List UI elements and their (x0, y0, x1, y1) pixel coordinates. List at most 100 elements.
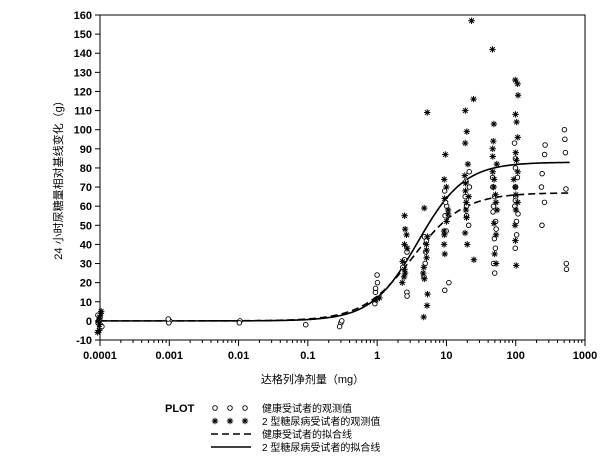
data-point-t2dm (403, 231, 410, 239)
data-point-healthy (512, 203, 518, 209)
data-point-t2dm (419, 269, 427, 277)
data-point-healthy (236, 320, 243, 326)
y-tick-label: 160 (74, 10, 92, 22)
x-tick-label: 0.001 (156, 350, 184, 362)
data-point-t2dm (490, 176, 498, 183)
data-point-t2dm (490, 183, 497, 191)
data-point-healthy (404, 293, 410, 299)
data-point-healthy (511, 140, 518, 146)
data-point-healthy (512, 165, 519, 171)
data-point-t2dm (96, 321, 103, 328)
data-point-t2dm (510, 176, 518, 183)
y-tick-label: 110 (74, 106, 92, 118)
data-point-t2dm (465, 193, 472, 200)
data-point-t2dm (513, 262, 520, 269)
data-point-healthy (374, 279, 381, 286)
data-point-t2dm (424, 233, 431, 240)
x-tick-label: 1000 (573, 350, 597, 362)
data-point-t2dm (442, 151, 449, 158)
plot-frame (99, 14, 586, 341)
data-point-t2dm (513, 118, 520, 126)
y-tick-label: 90 (80, 144, 92, 156)
y-tick-label: 40 (80, 239, 92, 251)
data-point-t2dm (440, 176, 448, 183)
data-point-healthy (302, 321, 309, 328)
data-point-healthy (538, 184, 545, 190)
data-point-t2dm (440, 227, 448, 235)
y-tick-label: 10 (80, 297, 92, 309)
data-point-t2dm (493, 160, 500, 168)
data-point-healthy (542, 142, 548, 148)
fit-line-solid (100, 161, 570, 322)
legend-circle-marker (242, 405, 248, 411)
y-tick-label: 130 (74, 67, 92, 79)
data-point-t2dm (401, 241, 408, 248)
data-point-healthy (562, 136, 568, 143)
legend-circle-marker (227, 405, 233, 411)
y-tick-label: 60 (80, 201, 92, 213)
data-point-t2dm (511, 222, 519, 229)
data-point-healthy (490, 203, 497, 209)
data-point-healthy (561, 126, 568, 133)
data-point-t2dm (97, 308, 105, 315)
data-point-t2dm (489, 145, 496, 153)
y-axis: -10 0 10 20 30 40 50 60 70 80 90 100 110 120 130 140 150… (74, 10, 100, 347)
data-point-t2dm (489, 46, 496, 53)
data-point-t2dm (462, 107, 469, 114)
x-tick-label: 0.01 (228, 350, 249, 362)
data-point-t2dm (423, 254, 430, 261)
y-tick-label: 120 (74, 86, 92, 98)
data-point-t2dm (401, 225, 409, 233)
data-point-t2dm (440, 241, 448, 248)
data-point-t2dm (493, 206, 501, 214)
x-tick-label: 10 (440, 350, 452, 362)
data-point-t2dm (399, 279, 406, 286)
data-point-healthy (465, 222, 472, 229)
data-point-healthy (563, 260, 570, 267)
data-point-t2dm (420, 264, 428, 271)
data-point-healthy (466, 169, 472, 175)
legend-label-healthy-fit: 健康受试者的拟合线 (262, 428, 352, 441)
data-point-t2dm (512, 206, 520, 214)
x-axis-label: 达格列净剂量（mg） (261, 372, 364, 386)
legend-asterisk-marker (226, 417, 234, 425)
legend-title: PLOT (165, 403, 195, 415)
data-point-t2dm (512, 111, 519, 118)
data-point-t2dm (490, 137, 497, 145)
data-point-t2dm (444, 206, 452, 214)
data-point-healthy (336, 323, 343, 330)
data-point-t2dm (491, 250, 498, 258)
data-point-t2dm (512, 183, 519, 191)
data-point-t2dm (512, 149, 519, 156)
data-point-healthy (562, 149, 569, 156)
legend-circle-marker (212, 405, 218, 411)
data-point-healthy (466, 184, 473, 190)
data-point-t2dm (462, 187, 469, 195)
data-point-t2dm (423, 246, 430, 254)
data-point-t2dm (489, 168, 496, 175)
data-point-healthy (541, 151, 548, 158)
y-tick-label: 50 (80, 220, 92, 232)
data-point-t2dm (401, 212, 408, 219)
data-point-t2dm (376, 294, 383, 302)
legend-asterisk-marker (211, 417, 219, 425)
legend-label-t2dm-fit: 2 型糖尿病受试者的拟合线 (262, 441, 380, 454)
data-point-t2dm (443, 218, 450, 225)
data-point-t2dm (423, 241, 430, 248)
data-point-healthy (539, 222, 545, 229)
data-point-healthy (539, 170, 545, 177)
data-point-t2dm (424, 290, 431, 298)
data-point-t2dm (512, 191, 520, 198)
fit-lines (100, 161, 570, 322)
data-point-t2dm (399, 258, 406, 265)
y-tick-label: 80 (80, 163, 92, 175)
data-point-t2dm (421, 204, 428, 212)
data-point-t2dm (514, 199, 521, 206)
y-tick-label: 20 (80, 278, 92, 290)
legend-label-t2dm-observed: 2 型糖尿病受试者的观测值 (262, 415, 380, 428)
data-point-t2dm (462, 180, 469, 187)
data-point-t2dm (464, 241, 471, 248)
y-axis-label: 24 小时尿糖量相对基线变化（g） (51, 95, 65, 259)
legend-label-healthy-observed: 健康受试者的观测值 (262, 402, 352, 415)
data-point-healthy (446, 279, 452, 286)
